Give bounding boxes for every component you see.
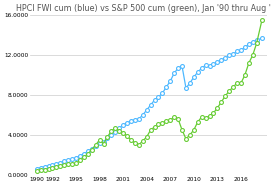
Title: HPCI FWI cum (blue) vs S&P 500 cum (green), Jan '90 thru Aug '18: HPCI FWI cum (blue) vs S&P 500 cum (gree… xyxy=(16,4,271,13)
